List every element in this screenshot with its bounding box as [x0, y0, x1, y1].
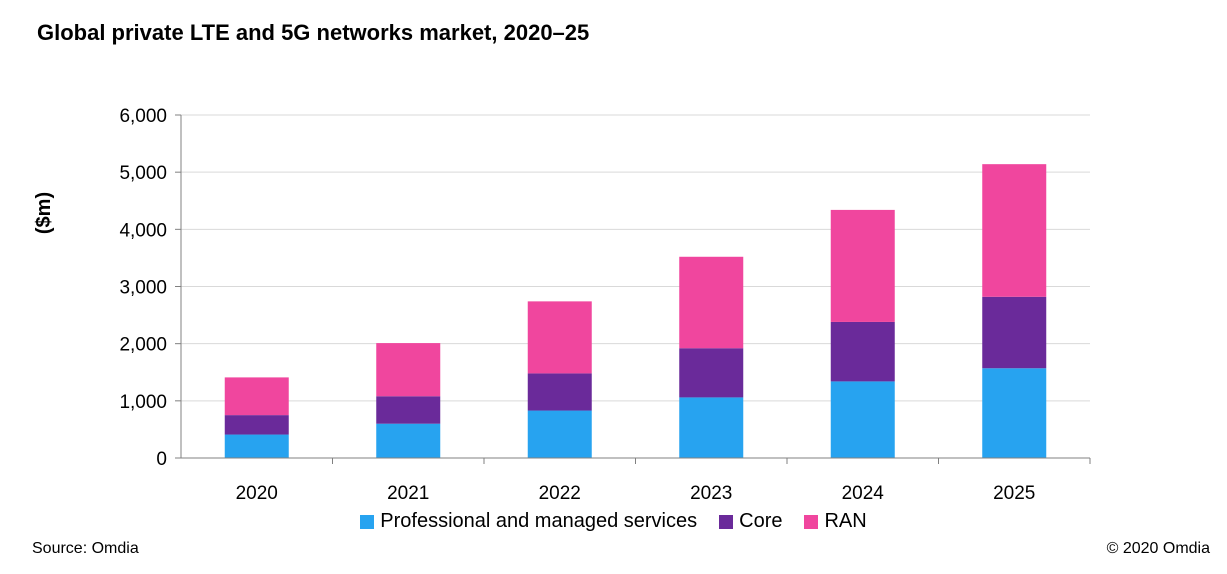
y-axis-label: ($m)	[33, 192, 55, 234]
bar-segment-core	[527, 373, 592, 411]
y-tick-label: 2,000	[119, 335, 167, 356]
legend-item: Core	[719, 510, 782, 533]
x-tick-label: 2020	[236, 483, 278, 504]
y-tick-label: 6,000	[119, 106, 167, 127]
bar-segment-ran	[376, 343, 441, 397]
bar-segment-core	[982, 296, 1047, 369]
bar-segment-ran	[830, 209, 895, 322]
bar-segment-core	[679, 348, 744, 398]
bars	[224, 164, 1047, 458]
axes	[175, 114, 1091, 464]
bar-segment-professional-and-managed-services	[679, 397, 744, 458]
x-tick-label: 2024	[842, 483, 885, 504]
y-tick-label: 3,000	[119, 278, 167, 299]
y-tick-label: 0	[156, 449, 167, 470]
bar-segment-core	[376, 396, 441, 424]
bar-segment-ran	[527, 301, 592, 374]
bar-segment-professional-and-managed-services	[982, 368, 1047, 458]
legend-label: RAN	[824, 510, 867, 532]
bar-segment-ran	[982, 164, 1047, 297]
legend-item: RAN	[804, 510, 867, 533]
x-tick-label: 2025	[993, 483, 1035, 504]
chart-title: Global private LTE and 5G networks marke…	[37, 20, 590, 45]
bar-segment-ran	[224, 377, 289, 416]
y-tick-label: 5,000	[119, 163, 167, 184]
legend-label: Professional and managed services	[380, 510, 698, 532]
x-tick-label: 2021	[387, 483, 429, 504]
x-tick-labels: 2020 2021 2022 2023 2024 2025	[236, 483, 1036, 504]
x-tick-label: 2023	[690, 483, 732, 504]
legend: Professional and managed services Core RAN	[0, 510, 1227, 533]
gridlines	[181, 114, 1090, 402]
legend-label: Core	[739, 510, 783, 532]
bar-segment-professional-and-managed-services	[224, 434, 289, 458]
y-tick-label: 4,000	[119, 220, 167, 241]
x-tick-label: 2022	[539, 483, 581, 504]
legend-swatch	[804, 514, 819, 529]
source-note: Source: Omdia	[32, 540, 139, 557]
bar-segment-professional-and-managed-services	[376, 423, 441, 458]
bar-segment-core	[830, 321, 895, 382]
bar-segment-professional-and-managed-services	[527, 410, 592, 458]
legend-item: Professional and managed services	[360, 510, 697, 533]
bar-segment-core	[224, 415, 289, 435]
bar-segment-professional-and-managed-services	[830, 381, 895, 458]
legend-swatch	[719, 514, 734, 529]
legend-swatch	[360, 514, 375, 529]
bar-segment-ran	[679, 256, 744, 349]
y-tick-labels: 0 1,000 2,000 3,000 4,000 5,000 6,000	[119, 106, 167, 470]
copyright-note: © 2020 Omdia	[1106, 540, 1210, 557]
y-tick-label: 1,000	[119, 392, 167, 413]
